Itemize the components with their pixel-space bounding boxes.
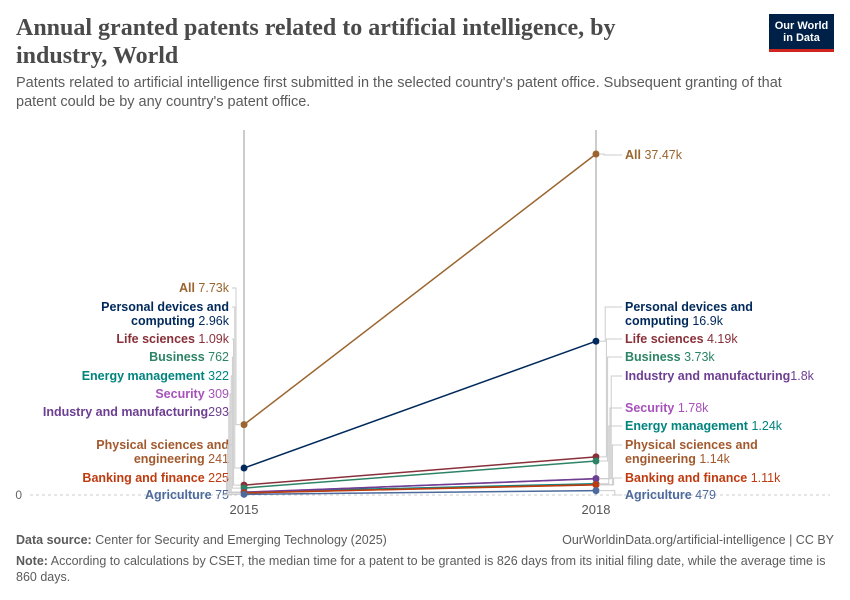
series-name: Industry and manufacturing <box>43 405 208 419</box>
data-point <box>241 465 248 472</box>
series-label: Personal devices andcomputing 16.9k <box>625 300 753 328</box>
series-name: Business <box>625 350 684 364</box>
series-name: Banking and finance <box>625 471 751 485</box>
series-label-1: Agriculture 479 <box>599 488 716 502</box>
series-value: 3.73k <box>684 350 715 364</box>
series-value: 16.9k <box>692 314 723 328</box>
data-point <box>593 458 600 465</box>
series-label: Security 1.78k <box>625 401 709 415</box>
series-name: Energy management <box>82 369 208 383</box>
series-label: Energy management 1.24k <box>625 419 783 433</box>
slope-line <box>244 461 596 488</box>
series-value: 479 <box>695 488 716 502</box>
series-label: Physical sciences andengineering 1.14k <box>625 438 758 466</box>
series-name: Industry and manufacturing <box>625 369 790 383</box>
series-label: Security 309 <box>155 387 229 401</box>
series-name: Energy management <box>625 419 751 433</box>
series-label-0: Agriculture 75 <box>145 488 241 502</box>
series-name: Banking and finance <box>82 471 208 485</box>
slope-line <box>244 341 596 468</box>
series-label: Banking and finance 1.11k <box>625 471 781 485</box>
source-text: Center for Security and Emerging Technol… <box>95 533 387 547</box>
series-label: Business 3.73k <box>625 350 715 364</box>
series-value: 1.09k <box>198 332 229 346</box>
series-name: All <box>179 281 198 295</box>
series-label: Industry and manufacturing293 <box>43 405 229 419</box>
series-name: Physical sciences and <box>96 438 229 452</box>
series-value: 1.24k <box>751 419 782 433</box>
series-label: Life sciences 1.09k <box>116 332 229 346</box>
slope-line <box>244 154 596 425</box>
note-text: According to calculations by CSET, the m… <box>16 554 825 584</box>
series-value: 1.8k <box>790 369 814 383</box>
series-name: computing <box>131 314 198 328</box>
series-value: 762 <box>208 350 229 364</box>
series-label: Agriculture 75 <box>145 488 229 502</box>
series-label: All 37.47k <box>625 148 683 162</box>
series-value: 309 <box>208 387 229 401</box>
y-tick-label: 0 <box>15 488 22 502</box>
series-value: 2.96k <box>198 314 229 328</box>
series-value: 241 <box>208 452 229 466</box>
series-name: Security <box>625 401 678 415</box>
data-point <box>593 151 600 158</box>
note-label: Note: <box>16 554 48 568</box>
series-name: Personal devices and <box>625 300 753 314</box>
data-point <box>241 421 248 428</box>
series-name: Life sciences <box>116 332 198 346</box>
series-value: 7.73k <box>198 281 229 295</box>
data-point <box>593 487 600 494</box>
series-personal-devices-and-computing <box>241 338 600 472</box>
series-label-1: All 37.47k <box>599 148 683 162</box>
x-tick-label: 2015 <box>230 502 259 517</box>
x-tick-label: 2018 <box>582 502 611 517</box>
series-value: 37.47k <box>644 148 682 162</box>
series-label-1: Banking and finance 1.11k <box>599 471 781 485</box>
series-label: Agriculture 479 <box>625 488 716 502</box>
note: Note: According to calculations by CSET,… <box>16 553 826 585</box>
series-name: Agriculture <box>625 488 695 502</box>
series-value: 1.11k <box>751 471 781 485</box>
series-name: Security <box>155 387 208 401</box>
series-label: Physical sciences andengineering 241 <box>96 438 229 466</box>
series-label: All 7.73k <box>179 281 230 295</box>
connector-line <box>599 491 622 495</box>
data-point <box>241 491 248 498</box>
series-name: computing <box>625 314 692 328</box>
connector-line <box>599 307 622 341</box>
data-point <box>593 338 600 345</box>
series-all <box>241 151 600 429</box>
series-value: 1.14k <box>699 452 730 466</box>
series-name: Agriculture <box>145 488 215 502</box>
series-label: Banking and finance 225 <box>82 471 229 485</box>
series-name: All <box>625 148 644 162</box>
source-url[interactable]: OurWorldinData.org/artificial-intelligen… <box>562 533 834 547</box>
series-value: 1.78k <box>678 401 709 415</box>
series-label: Industry and manufacturing1.8k <box>625 369 815 383</box>
series-value: 293 <box>208 405 229 419</box>
series-name: Business <box>149 350 208 364</box>
source-label: Data source: <box>16 533 92 547</box>
data-point <box>593 475 600 482</box>
series-name: Life sciences <box>625 332 707 346</box>
series-label: Personal devices andcomputing 2.96k <box>101 300 230 328</box>
data-source: Data source: Center for Security and Eme… <box>16 533 387 547</box>
series-name: Physical sciences and <box>625 438 758 452</box>
series-value: 4.19k <box>707 332 738 346</box>
series-life-sciences <box>241 453 600 488</box>
connector-line <box>225 494 241 495</box>
series-name: engineering <box>134 452 208 466</box>
series-name: engineering <box>625 452 699 466</box>
connector-line <box>599 154 622 155</box>
connector-line <box>599 408 622 479</box>
series-name: Personal devices and <box>101 300 229 314</box>
series-label: Business 762 <box>149 350 229 364</box>
series-value: 322 <box>208 369 229 383</box>
series-label: Life sciences 4.19k <box>625 332 738 346</box>
series-label: Energy management 322 <box>82 369 229 383</box>
